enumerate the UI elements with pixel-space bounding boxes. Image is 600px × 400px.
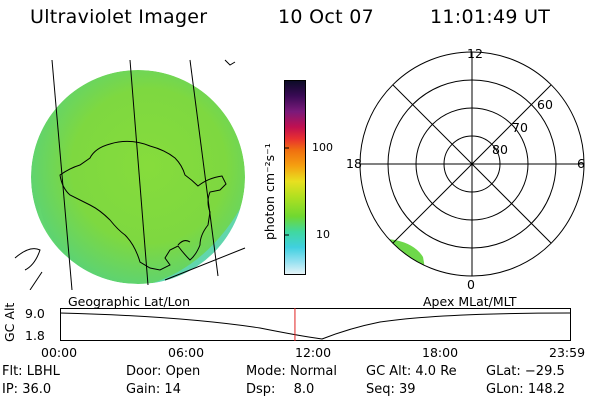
glat-label: GLat: <box>486 364 521 379</box>
earth-disc <box>31 70 245 284</box>
mlt-label-0: 0 <box>467 277 475 292</box>
date-label: 10 Oct 07 <box>278 6 374 28</box>
mlat-label-80: 80 <box>492 142 508 157</box>
mlat-label-60: 60 <box>537 97 553 112</box>
gc-alt-tick-9: 9.0 <box>25 306 45 321</box>
filter-value: LBHL <box>26 364 60 379</box>
glat-value: −29.5 <box>524 364 565 379</box>
mode-label: Mode: <box>246 364 286 379</box>
mode-value: Normal <box>289 364 337 379</box>
gc-alt-value: 4.0 Re <box>415 364 457 379</box>
status-filter: Flt: LBHL <box>2 364 60 379</box>
colorbar-tick-100: 100 <box>312 141 333 154</box>
time-tick-2359: 23:59 <box>549 345 586 360</box>
colorbar <box>284 80 306 275</box>
auroral-region <box>365 238 425 276</box>
status-gain: Gain: 14 <box>126 382 181 397</box>
status-ip: IP: 36.0 <box>2 382 51 397</box>
colorbar-tick-10: 10 <box>316 228 330 241</box>
gc-alt-tick-1.8: 1.8 <box>25 328 45 343</box>
ip-label: IP: <box>2 382 19 397</box>
filter-label: Flt: <box>2 364 23 379</box>
instrument-title: Ultraviolet Imager <box>30 6 208 28</box>
time-label: 11:01:49 UT <box>430 6 551 28</box>
geographic-image <box>14 59 246 290</box>
gc-alt-axis-label: GC Alt <box>2 302 17 342</box>
meridian-lines <box>51 59 219 290</box>
door-label: Door: <box>126 364 162 379</box>
glon-label: GLon: <box>486 382 524 397</box>
seq-label: Seq: <box>366 382 395 397</box>
ip-value: 36.0 <box>22 382 52 397</box>
apex-mlat-mlt-label: Apex MLat/MLT <box>423 294 517 309</box>
status-gc-alt: GC Alt: 4.0 Re <box>366 364 457 379</box>
seq-value: 39 <box>399 382 416 397</box>
status-mode: Mode: Normal <box>246 364 337 379</box>
time-tick-0600: 06:00 <box>168 345 205 360</box>
polar-plot <box>359 51 585 277</box>
glon-value: 148.2 <box>527 382 566 397</box>
coastline <box>14 59 246 290</box>
time-tick-0000: 00:00 <box>41 345 78 360</box>
status-dsp: Dsp: 8.0 <box>246 382 314 397</box>
gain-label: Gain: <box>126 382 161 397</box>
altitude-curve <box>60 312 571 340</box>
colorbar-unit-label: photon cm⁻²s⁻¹ <box>262 143 277 240</box>
status-glat: GLat: −29.5 <box>486 364 565 379</box>
mlat-label-70: 70 <box>512 120 528 135</box>
polar-grid <box>359 51 585 277</box>
mlt-label-18: 18 <box>346 156 362 171</box>
time-tick-1800: 18:00 <box>422 345 459 360</box>
mlt-label-12: 12 <box>467 46 483 61</box>
door-value: Open <box>165 364 201 379</box>
dsp-value: 8.0 <box>293 382 315 397</box>
altitude-timeline <box>60 308 571 341</box>
status-glon: GLon: 148.2 <box>486 382 565 397</box>
status-seq: Seq: 39 <box>366 382 416 397</box>
status-door: Door: Open <box>126 364 200 379</box>
geographic-latlon-label: Geographic Lat/Lon <box>68 294 190 309</box>
gain-value: 14 <box>164 382 181 397</box>
gc-alt-label: GC Alt: <box>366 364 412 379</box>
time-tick-1200: 12:00 <box>295 345 332 360</box>
dsp-label: Dsp: <box>246 382 276 397</box>
mlt-label-6: 6 <box>577 156 585 171</box>
